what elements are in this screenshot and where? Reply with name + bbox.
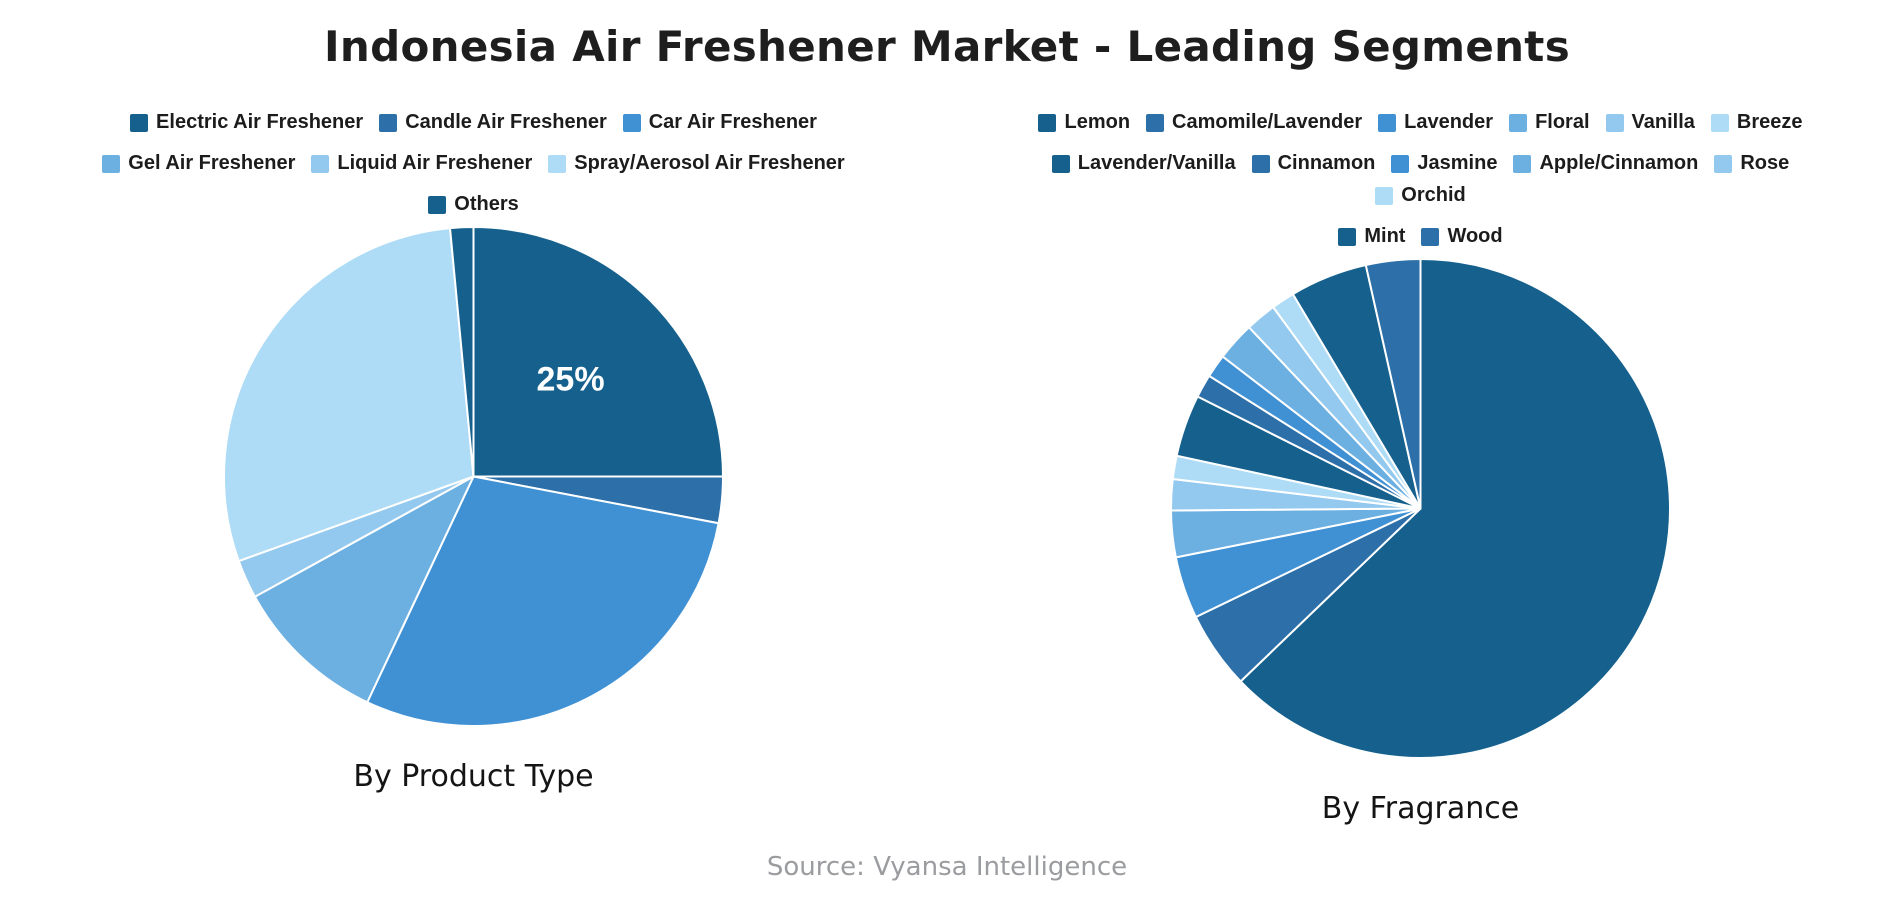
legend-item[interactable]: Breeze [1710,111,1803,134]
legend-item[interactable]: Spray/Aerosol Air Freshener [548,152,845,175]
legend-item[interactable]: Car Air Freshener [622,111,817,134]
legend-fragrance: Lemon Camomile/Lavender Lavender Floral Vani… [1001,111,1841,248]
legend-label: Wood [1447,225,1503,247]
pie-slice[interactable] [449,226,475,478]
legend-item[interactable]: Cinnamon [1251,152,1376,175]
legend-product-type: Electric Air Freshener Candle Air Freshen… [64,111,884,216]
legend-label: Others [454,193,519,215]
legend-swatch-icon [548,154,567,173]
source-text: Source: Vyansa Intelligence [766,852,1128,882]
legend-item[interactable]: Mint [1338,225,1405,248]
slice-percentage-label: 25% [537,360,605,398]
legend-swatch-icon [1251,154,1270,173]
legend-label: Breeze [1736,111,1803,133]
legend-swatch-icon [1375,186,1394,205]
pie-wrap: 25% [221,224,726,729]
legend-label: Apple/Cinnamon [1539,152,1699,174]
legend-label: Liquid Air Freshener [337,152,533,174]
legend-label: Car Air Freshener [648,111,817,133]
legend-label: Lavender/Vanilla [1077,152,1236,174]
legend-swatch-icon [1605,113,1624,132]
pie-chart-fragrance [1170,258,1671,759]
legend-swatch-icon [1714,154,1733,173]
chart-subtitle: By Product Type [353,759,594,794]
legend-swatch-icon [1509,113,1528,132]
chart-subtitle: By Fragrance [1321,791,1520,826]
chart-by-fragrance: Lemon Camomile/Lavender Lavender Floral Vani… [947,111,1894,826]
legend-swatch-icon [1391,154,1410,173]
pie-slice[interactable] [472,226,724,478]
legend-label: Jasmine [1417,152,1498,174]
legend-item[interactable]: Apple/Cinnamon [1513,152,1698,175]
legend-label: Floral [1535,111,1590,133]
legend-label: Gel Air Freshener [128,152,296,174]
charts-row: Electric Air Freshener Candle Air Freshen… [0,111,1894,826]
legend-label: Cinnamon [1277,152,1376,174]
legend-label: Lavender [1404,111,1494,133]
pie-slice[interactable] [1364,258,1422,510]
legend-item[interactable]: Lemon [1038,111,1130,134]
legend-label: Rose [1740,152,1790,174]
legend-item[interactable]: Gel Air Freshener [102,152,295,175]
legend-item[interactable]: Wood [1421,225,1503,248]
legend-swatch-icon [1513,154,1532,173]
legend-swatch-icon [130,113,149,132]
legend-label: Mint [1364,225,1406,247]
legend-item[interactable]: Orchid [1375,184,1466,207]
legend-label: Spray/Aerosol Air Freshener [574,152,845,174]
legend-swatch-icon [428,195,447,214]
pie-wrap [1168,256,1673,761]
pie-slice[interactable] [223,227,475,563]
legend-item[interactable]: Camomile/Lavender [1146,111,1362,134]
legend-item[interactable]: Jasmine [1391,152,1497,175]
legend-swatch-icon [379,113,398,132]
legend-label: Electric Air Freshener [156,111,364,133]
legend-label: Vanilla [1631,111,1695,133]
legend-swatch-icon [622,113,641,132]
pie-chart-product-type: 25% [223,226,724,727]
chart-by-product-type: Electric Air Freshener Candle Air Freshen… [0,111,947,826]
legend-label: Candle Air Freshener [405,111,607,133]
legend-swatch-icon [1051,154,1070,173]
legend-item[interactable]: Electric Air Freshener [130,111,363,134]
legend-swatch-icon [102,154,121,173]
legend-item[interactable]: Rose [1714,152,1789,175]
legend-item[interactable]: Others [428,193,519,216]
legend-swatch-icon [1710,113,1729,132]
legend-item[interactable]: Vanilla [1605,111,1695,134]
pie-slice[interactable] [366,475,720,727]
legend-item[interactable]: Liquid Air Freshener [311,152,532,175]
legend-label: Lemon [1064,111,1131,133]
legend-item[interactable]: Lavender [1378,111,1493,134]
legend-label: Camomile/Lavender [1172,111,1363,133]
legend-item[interactable]: Lavender/Vanilla [1051,152,1236,175]
legend-swatch-icon [1038,113,1057,132]
legend-item[interactable]: Candle Air Freshener [379,111,607,134]
legend-label: Orchid [1401,184,1466,206]
legend-swatch-icon [1146,113,1165,132]
legend-swatch-icon [1338,227,1357,246]
legend-item[interactable]: Floral [1509,111,1590,134]
legend-swatch-icon [311,154,330,173]
pie-slice[interactable] [253,475,475,704]
legend-swatch-icon [1378,113,1397,132]
legend-swatch-icon [1421,227,1440,246]
pie-slice[interactable] [1239,258,1671,759]
page-title: Indonesia Air Freshener Market - Leading… [324,22,1570,71]
